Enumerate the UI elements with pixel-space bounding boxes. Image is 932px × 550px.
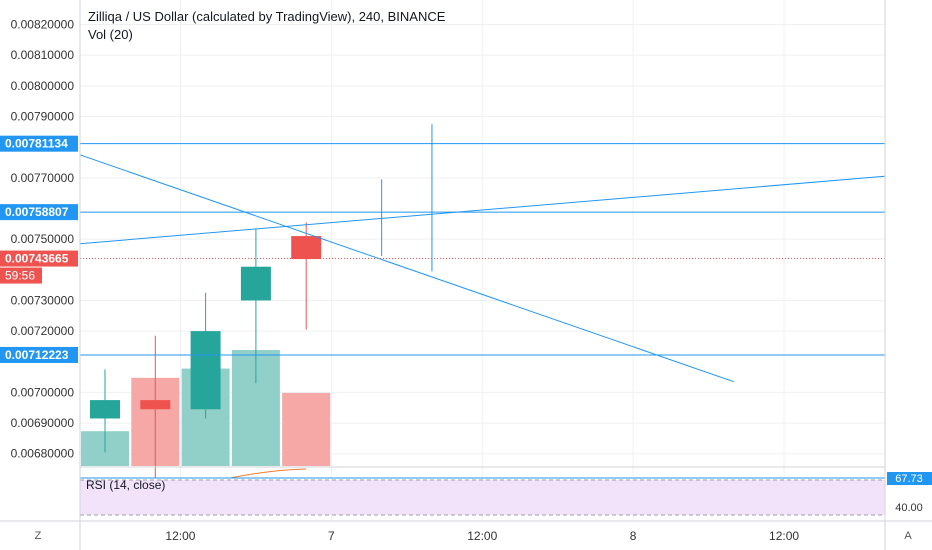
candle-body: [291, 236, 322, 260]
level-price-text: 0.00781134: [5, 137, 68, 151]
rsi-band: [80, 480, 885, 515]
x-tick-label: 7: [328, 529, 335, 543]
y-tick-label: 0.00690000: [11, 416, 75, 430]
y-tick-label: 0.00770000: [11, 171, 75, 185]
trend-up-line: [79, 175, 885, 245]
level-price-text: 0.00712223: [5, 348, 69, 362]
candle-body: [140, 400, 171, 410]
level-price-text: 0.00758807: [5, 205, 69, 219]
chart-title: Zilliqa / US Dollar (calculated by Tradi…: [88, 9, 446, 24]
countdown-badge: [0, 267, 42, 284]
volume-bar: [282, 392, 331, 466]
x-tick-label: 12:00: [165, 529, 195, 543]
rsi-pane: [80, 468, 885, 516]
rsi-indicator-label: RSI (14, close): [86, 478, 166, 492]
price-badges: 67.73 0.00781134 0.00758807 0.00712223 0.007…: [0, 135, 932, 485]
level-price-badge: [0, 135, 78, 152]
x-tick-label: 12:00: [467, 529, 497, 543]
last-price-badge: [0, 250, 78, 267]
last-price-text: 0.00743665: [5, 252, 69, 266]
y-tick-label: 0.00700000: [11, 385, 75, 399]
y-tick-label: 0.00730000: [11, 293, 75, 307]
volume-indicator-label: Vol (20): [88, 27, 133, 42]
countdown-text: 59:56: [5, 269, 35, 283]
x-tick-label: 12:00: [769, 529, 799, 543]
rsi-value-text: 67.73: [895, 473, 923, 485]
candles[interactable]: [90, 222, 322, 479]
rsi-line: [229, 468, 307, 479]
level-price-badge: [0, 346, 78, 363]
y-tick-label: 0.00680000: [11, 447, 75, 461]
x-tick-label: 8: [630, 529, 637, 543]
rsi-level-label: 40.00: [895, 502, 923, 514]
y-tick-label: 0.00720000: [11, 324, 75, 338]
y-tick-label: 0.00750000: [11, 232, 75, 246]
candle-body: [190, 331, 221, 410]
y-tick-label: 0.00800000: [11, 79, 75, 93]
y-tick-label: 0.00820000: [11, 18, 75, 32]
y-tick-label: 0.00790000: [11, 110, 75, 124]
candle-body: [90, 400, 120, 419]
drawing-lines[interactable]: [79, 124, 885, 383]
y-tick-label: 0.00810000: [11, 48, 75, 62]
rsi-value-badge: [887, 472, 932, 485]
level-price-badge: [0, 204, 78, 221]
auto-scale-button[interactable]: A: [904, 530, 912, 542]
zoom-button[interactable]: Z: [34, 530, 42, 542]
trend-down-line: [79, 154, 734, 383]
candle-body: [240, 266, 271, 301]
